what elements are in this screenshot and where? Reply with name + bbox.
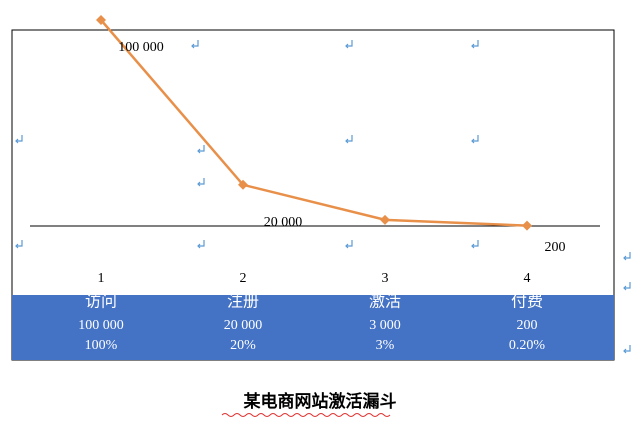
- x-tick-label: 4: [524, 271, 531, 286]
- marker: [380, 214, 390, 225]
- data-label: 100 000: [118, 40, 164, 55]
- table-cell: 3 000: [369, 318, 401, 333]
- table-cell: 激活: [369, 293, 401, 311]
- data-label: 200: [545, 240, 566, 255]
- x-tick-label: 3: [382, 271, 389, 286]
- table-cell: 3%: [376, 338, 395, 353]
- marker: [96, 15, 106, 25]
- x-tick-label: 1: [98, 271, 105, 286]
- x-tick-label: 2: [240, 271, 247, 286]
- table-cell: 20%: [230, 338, 256, 353]
- table-cell: 100 000: [78, 318, 124, 333]
- table-cell: 注册: [227, 293, 259, 311]
- data-label: 20 000: [264, 215, 303, 230]
- marker: [522, 220, 532, 231]
- table-cell: 访问: [85, 293, 117, 311]
- line: [100, 19, 528, 227]
- spell-underline: [221, 413, 391, 417]
- marker: [238, 179, 248, 190]
- table-cell: 100%: [85, 338, 118, 353]
- table-cell: 200: [517, 318, 538, 333]
- table-cell: 20 000: [224, 318, 263, 333]
- table-cell: 0.20%: [509, 338, 546, 353]
- table-band: [12, 295, 614, 360]
- paragraph-marks: [15, 40, 631, 354]
- caption: 某电商网站激活漏斗: [244, 391, 397, 411]
- table-cell: 付费: [511, 293, 543, 311]
